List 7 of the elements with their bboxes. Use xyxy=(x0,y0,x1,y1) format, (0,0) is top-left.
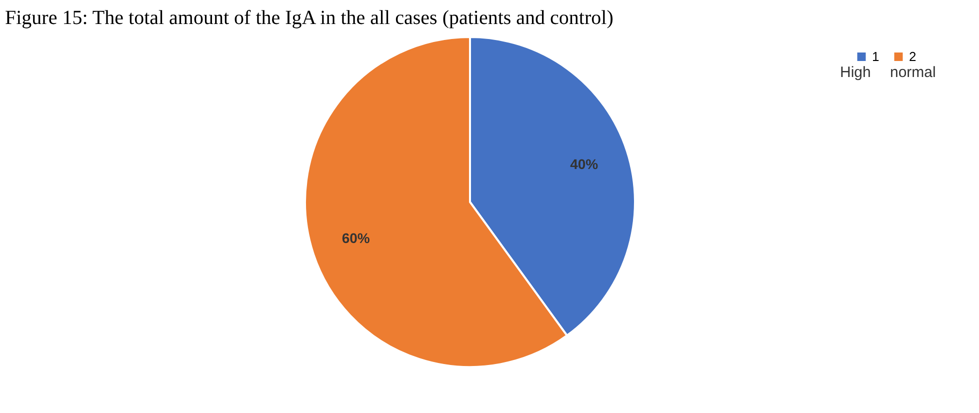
text: normal xyxy=(890,64,936,81)
legend-label: 2 xyxy=(909,48,916,64)
legend-label: 1 xyxy=(872,48,880,64)
text: High xyxy=(840,64,871,81)
data-label: 60% xyxy=(342,230,370,246)
chart-title: Figure 15: The total amount of the IgA in the all cases (patients and control) xyxy=(5,7,614,29)
data-label: 40% xyxy=(570,156,599,172)
